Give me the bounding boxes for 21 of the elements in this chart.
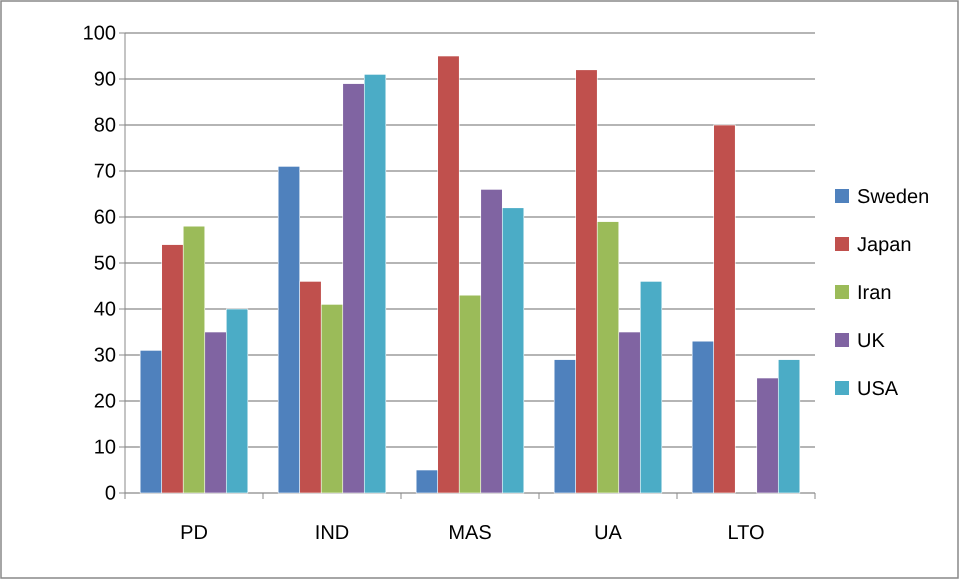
- y-tick-label: 100: [82, 22, 116, 44]
- x-tick-label: MAS: [448, 522, 492, 544]
- x-tick-label: PD: [180, 522, 208, 544]
- legend-label: Japan: [857, 234, 912, 256]
- legend-label: UK: [857, 330, 886, 352]
- y-tick-label: 80: [94, 114, 116, 136]
- y-tick-label: 10: [94, 436, 116, 458]
- y-tick-label: 50: [94, 252, 116, 274]
- y-tick-label: 90: [94, 68, 116, 90]
- y-tick-label: 20: [94, 390, 116, 412]
- y-tick-label: 40: [94, 298, 116, 320]
- x-tick-label: LTO: [727, 522, 765, 544]
- y-tick-label: 0: [104, 482, 116, 504]
- legend-label: Iran: [857, 282, 892, 304]
- x-tick-label: IND: [314, 522, 350, 544]
- y-tick-label: 60: [94, 206, 116, 228]
- legend-label: USA: [857, 378, 899, 400]
- x-tick-label: UA: [594, 522, 623, 544]
- y-tick-label: 30: [94, 344, 116, 366]
- legend-label: Sweden: [857, 186, 930, 208]
- y-tick-label: 70: [94, 160, 116, 182]
